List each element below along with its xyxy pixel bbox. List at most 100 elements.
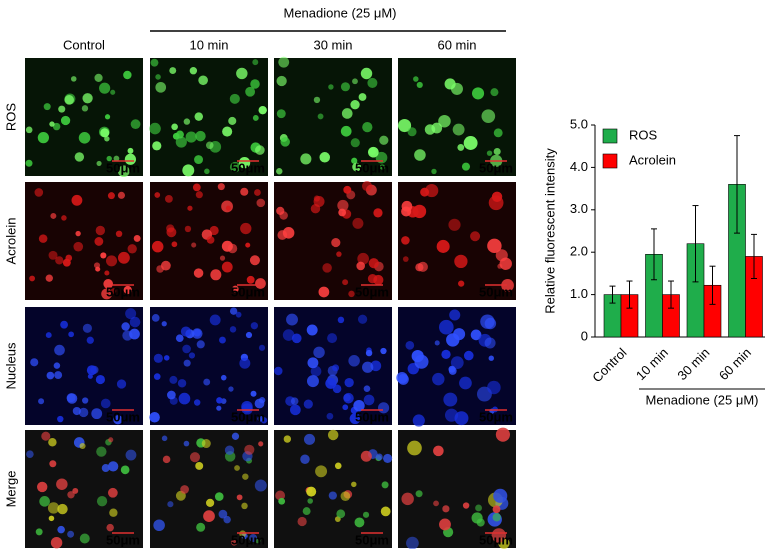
- cell: [283, 435, 292, 443]
- cell: [414, 149, 426, 161]
- micrograph: 50μm: [150, 182, 268, 300]
- cell: [349, 413, 361, 425]
- y-tick-label: 2.0: [570, 244, 588, 259]
- cell: [249, 255, 260, 266]
- cell: [151, 314, 160, 322]
- cell: [336, 251, 342, 257]
- cell: [216, 405, 222, 411]
- cell: [37, 132, 50, 144]
- cell: [209, 225, 219, 236]
- cell: [205, 498, 215, 507]
- cell: [310, 365, 322, 377]
- error-bar: [692, 205, 699, 283]
- legend-label: ROS: [629, 127, 658, 142]
- cell: [169, 67, 177, 75]
- cell: [240, 222, 252, 235]
- cell: [96, 496, 108, 507]
- cell: [91, 408, 103, 420]
- cell: [286, 313, 298, 326]
- cell: [487, 380, 501, 395]
- cell: [71, 194, 83, 206]
- cell: [490, 88, 499, 97]
- cell: [252, 115, 259, 121]
- cell: [117, 191, 126, 199]
- cell: [55, 256, 64, 265]
- micrograph: 50μm: [149, 58, 268, 177]
- cell: [41, 431, 51, 441]
- cell: [307, 375, 319, 388]
- column-header: Control: [63, 37, 105, 52]
- y-tick-label: 5.0: [570, 116, 588, 131]
- cell: [278, 56, 290, 68]
- cell: [303, 433, 316, 445]
- cell: [166, 224, 175, 233]
- scale-bar-label: 50μm: [231, 532, 265, 547]
- micrograph: 50μm: [274, 429, 393, 548]
- cell: [383, 453, 393, 463]
- cell: [104, 270, 110, 276]
- cell: [282, 329, 295, 341]
- cell: [327, 429, 339, 441]
- cell: [222, 126, 233, 137]
- micrograph: 50μm: [25, 307, 143, 425]
- cell: [358, 93, 367, 101]
- cell: [109, 508, 118, 517]
- cell: [228, 386, 234, 392]
- cell: [307, 357, 319, 369]
- cell: [129, 328, 140, 340]
- cell: [120, 465, 130, 475]
- cell: [414, 354, 429, 369]
- cell: [280, 137, 290, 147]
- cell: [458, 280, 465, 287]
- cell: [96, 160, 102, 167]
- cell: [318, 286, 330, 298]
- cell: [183, 359, 191, 367]
- cell: [491, 528, 507, 543]
- cell: [188, 352, 196, 359]
- cell: [125, 308, 137, 320]
- legend-label: Acrolein: [629, 152, 676, 167]
- cell: [193, 268, 204, 278]
- cell: [169, 375, 178, 384]
- cell: [75, 230, 81, 237]
- scale-bar-label: 50μm: [355, 409, 389, 424]
- cell: [367, 146, 379, 158]
- cell: [245, 242, 251, 248]
- cell: [307, 498, 313, 504]
- scale-bar-label: 50μm: [106, 409, 140, 424]
- cell: [160, 260, 171, 271]
- cell: [450, 356, 464, 370]
- cell: [327, 333, 338, 344]
- scale-bar-label: 50μm: [106, 532, 140, 547]
- cell: [303, 399, 313, 409]
- cell: [43, 103, 51, 111]
- cell: [152, 141, 162, 151]
- cell: [362, 511, 370, 518]
- cell: [255, 278, 266, 289]
- cell: [328, 84, 334, 90]
- micrograph: 50μm: [274, 56, 392, 176]
- cell: [46, 371, 55, 380]
- cell: [431, 168, 437, 175]
- cell: [191, 242, 197, 248]
- scale-bar-label: 50μm: [355, 160, 389, 175]
- cell: [343, 185, 352, 194]
- cell: [438, 319, 454, 335]
- cell: [219, 336, 226, 344]
- cell: [235, 311, 242, 318]
- cell: [218, 509, 228, 519]
- x-tick-label: 10 min: [633, 345, 671, 383]
- scale-bar-label: 50μm: [231, 160, 265, 175]
- cell: [61, 215, 67, 221]
- cell: [104, 136, 110, 142]
- row-label: Merge: [3, 471, 18, 508]
- cell: [183, 118, 191, 125]
- cell: [368, 258, 379, 269]
- cell: [373, 208, 383, 218]
- cell: [348, 290, 355, 298]
- cell: [470, 329, 482, 341]
- cell: [161, 435, 168, 442]
- cell: [365, 349, 373, 357]
- cell: [449, 309, 461, 321]
